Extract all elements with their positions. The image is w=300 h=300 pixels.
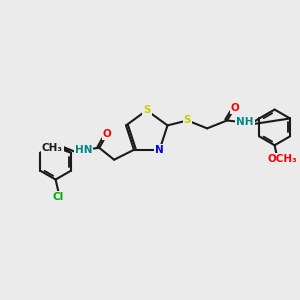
Text: Cl: Cl	[53, 192, 64, 203]
Text: S: S	[184, 116, 191, 125]
Text: NH: NH	[236, 117, 254, 128]
Text: O: O	[231, 103, 239, 112]
Text: OCH₃: OCH₃	[268, 154, 297, 164]
Text: HN: HN	[75, 145, 92, 155]
Text: O: O	[103, 129, 112, 139]
Text: CH₃: CH₃	[42, 143, 63, 153]
Text: N: N	[155, 145, 164, 155]
Text: S: S	[143, 105, 151, 115]
